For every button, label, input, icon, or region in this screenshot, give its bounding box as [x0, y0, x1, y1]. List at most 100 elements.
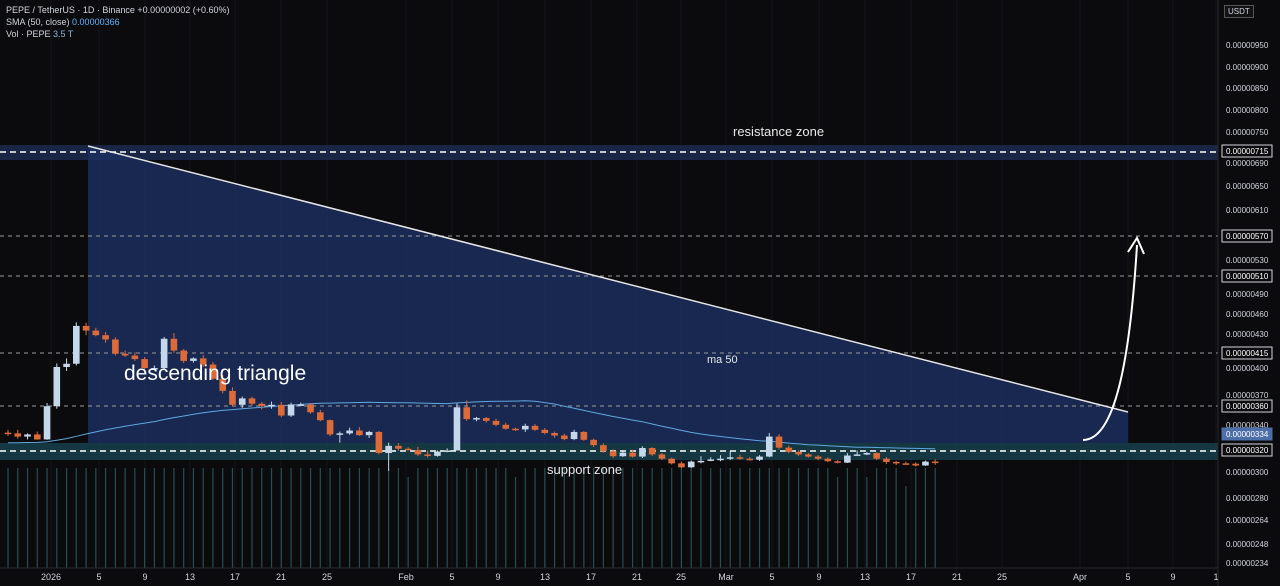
volume-tick-label: 0.00000300: [1226, 468, 1269, 477]
time-tick-label: 17: [230, 572, 240, 582]
candle-up: [160, 338, 168, 369]
candle-up: [53, 366, 61, 407]
support-zone-label: support zone: [547, 462, 623, 477]
candle-up: [297, 404, 305, 406]
candles: [4, 322, 939, 471]
candle-down: [609, 451, 617, 457]
resistance-zone-label: resistance zone: [733, 124, 825, 139]
candle-down: [600, 445, 607, 452]
candle-down: [541, 429, 549, 434]
volume-label: Vol · PEPE: [6, 29, 51, 39]
candle-down: [14, 433, 22, 437]
volume-bars: [7, 468, 936, 568]
candle-down: [931, 461, 939, 464]
candle-down: [805, 454, 812, 457]
candle-down: [463, 407, 471, 420]
candle-up: [844, 455, 851, 463]
volume-tick-label: 0.00000248: [1226, 540, 1269, 549]
candle-down: [531, 425, 539, 430]
time-tick-label: 13: [540, 572, 550, 582]
candle-down: [492, 420, 500, 425]
candle-down: [131, 355, 139, 360]
current-price-badge: [1221, 427, 1273, 441]
axes: 0.00000950 0.00000900 0.00000850 0.00000800…: [41, 41, 1273, 582]
price-tick-label: 0.00000530: [1226, 256, 1269, 265]
candle-up: [287, 404, 295, 416]
price-badge-label: 0.00000415: [1226, 349, 1269, 358]
candle-up: [707, 459, 715, 461]
price-tick-label: 0.00000370: [1226, 391, 1269, 400]
support-zone-band: [0, 443, 1218, 460]
candle-up: [268, 404, 275, 407]
time-tick-label: 21: [276, 572, 286, 582]
candle-up: [717, 458, 724, 461]
sma-legend[interactable]: SMA (50, close) 0.00000366: [6, 17, 120, 28]
candle-down: [814, 456, 822, 459]
time-tick-label: Feb: [398, 572, 414, 582]
candle-down: [209, 364, 217, 379]
candle-up: [434, 451, 441, 456]
volume-value: 3.5 T: [53, 29, 74, 39]
currency-badge[interactable]: USDT: [1224, 5, 1254, 18]
price-tick-label: 0.00000800: [1226, 106, 1269, 115]
price-badge-label: 0.00000570: [1226, 232, 1269, 241]
time-tick-label: 5: [769, 572, 774, 582]
candle-up: [443, 450, 451, 453]
candle-up: [853, 454, 861, 456]
candle-down: [112, 339, 119, 354]
candle-up: [151, 368, 158, 370]
candle-up: [238, 398, 246, 405]
price-level-badge: [1221, 269, 1273, 283]
time-tick-label: 9: [142, 572, 147, 582]
price-level-badge: [1221, 399, 1273, 413]
symbol-title[interactable]: PEPE / TetherUS · 1D · Binance: [6, 5, 135, 15]
breakout-arrowhead: [1127, 235, 1145, 255]
pattern-label: descending triangle: [124, 362, 307, 385]
level-lines: [0, 151, 1218, 452]
candle-down: [551, 433, 558, 436]
price-tick-label: 0.00000950: [1226, 41, 1269, 50]
candle-down: [258, 403, 266, 406]
candle-down: [580, 431, 588, 440]
candle-down: [424, 454, 431, 456]
time-tick-label: 1: [1213, 572, 1218, 582]
resistance-zone-band: [0, 145, 1218, 160]
ma-label: ma 50: [707, 354, 738, 366]
candle-down: [512, 428, 519, 431]
price-tick-label: 0.00000460: [1226, 310, 1269, 319]
candle-up: [639, 448, 646, 457]
candle-up: [385, 445, 392, 454]
candle-down: [199, 358, 207, 365]
time-tick-label: Mar: [718, 572, 734, 582]
time-tick-label: 5: [449, 572, 454, 582]
candle-down: [736, 457, 744, 459]
price-badge-label: 0.00000715: [1226, 147, 1269, 156]
candle-up: [336, 433, 344, 435]
price-level-badge: [1221, 346, 1273, 360]
time-tick-label: 17: [586, 572, 596, 582]
price-tick-label: 0.00000340: [1226, 421, 1269, 430]
price-badge-label: 0.00000334: [1226, 430, 1269, 439]
candle-down: [82, 325, 90, 331]
volume-legend[interactable]: Vol · PEPE 3.5 T: [6, 29, 73, 40]
candle-up: [453, 407, 461, 451]
price-tick-label: 0.00000750: [1226, 128, 1269, 137]
price-tick-label: 0.00000650: [1226, 182, 1269, 191]
price-tick-label: 0.00000400: [1226, 364, 1269, 373]
candle-up: [43, 406, 51, 440]
candle-down: [141, 359, 148, 369]
candle-down: [219, 378, 227, 391]
candle-down: [834, 461, 841, 463]
candle-up: [521, 425, 529, 430]
price-level-badge: [1221, 144, 1273, 158]
candle-up: [24, 434, 31, 437]
candle-down: [4, 432, 12, 435]
candle-up: [73, 325, 80, 364]
candle-down: [746, 458, 754, 461]
time-tick-label: 5: [1125, 572, 1130, 582]
time-tick-label: 13: [860, 572, 870, 582]
descending-trendline: [87, 145, 1129, 413]
volume-tick-label: 0.00000234: [1226, 559, 1269, 568]
candle-down: [678, 463, 685, 468]
